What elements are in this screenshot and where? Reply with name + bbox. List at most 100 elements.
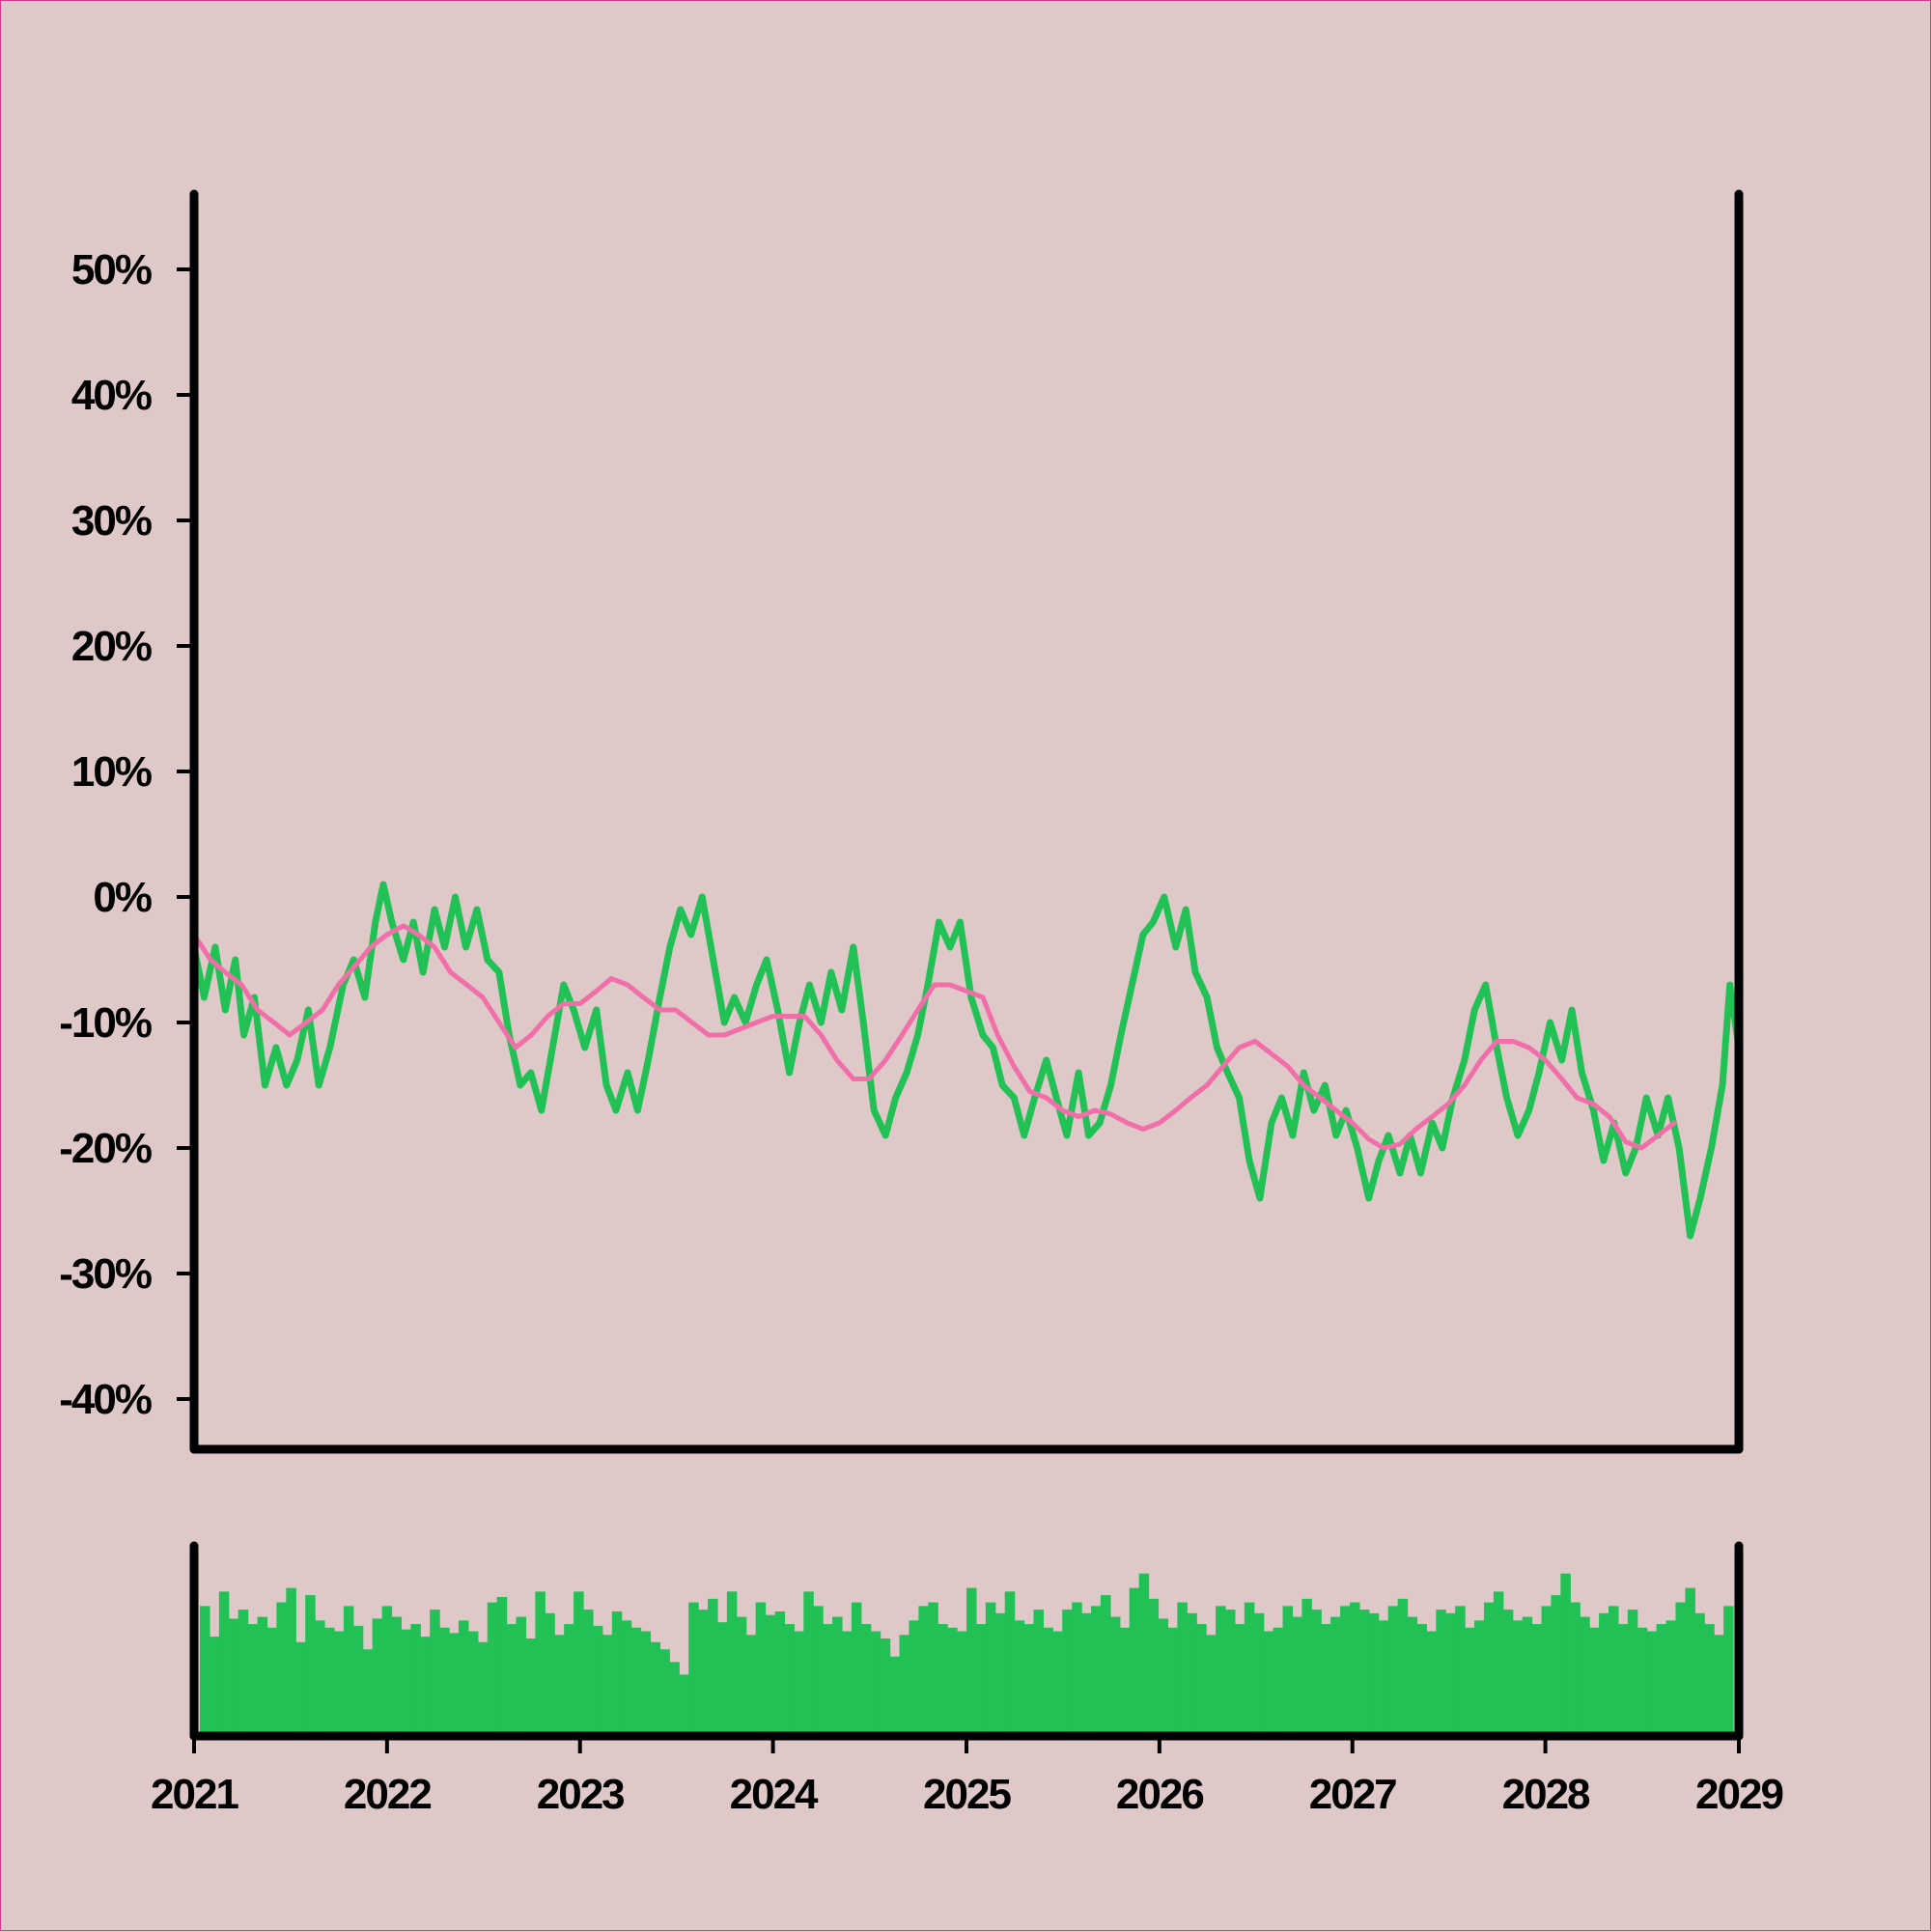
volume-bar <box>1637 1627 1648 1736</box>
volume-bar <box>1301 1598 1312 1736</box>
volume-bar <box>1580 1616 1590 1736</box>
y-tick-label: -10% <box>59 999 152 1047</box>
volume-bar <box>1273 1627 1284 1736</box>
volume-bar <box>1004 1591 1016 1736</box>
volume-bar <box>669 1662 680 1736</box>
volume-bar <box>774 1610 786 1736</box>
volume-bar <box>1599 1612 1609 1736</box>
volume-bar <box>209 1637 220 1736</box>
x-tick-label: 2024 <box>730 1771 819 1818</box>
volume-bar <box>1206 1635 1217 1736</box>
volume-bar <box>315 1620 325 1736</box>
volume-bar <box>1714 1635 1724 1736</box>
volume-bar <box>525 1638 536 1736</box>
volume-bar <box>1551 1595 1561 1736</box>
volume-bar <box>1014 1620 1025 1736</box>
volume-bar <box>228 1618 239 1736</box>
volume-bar <box>1043 1627 1053 1736</box>
volume-bar <box>1023 1624 1035 1736</box>
x-tick-label: 2023 <box>537 1771 624 1818</box>
volume-bar <box>794 1631 804 1736</box>
volume-bar <box>1292 1616 1302 1736</box>
volume-bar <box>343 1606 354 1736</box>
price-lines <box>190 881 1743 1240</box>
volume-bar <box>745 1635 757 1736</box>
volume-bar <box>564 1624 574 1736</box>
volume-bar <box>1321 1624 1331 1736</box>
price-line <box>190 881 1743 1240</box>
volume-bar <box>1378 1620 1389 1736</box>
volume-bar <box>1455 1606 1466 1736</box>
volume-bar <box>1091 1606 1102 1736</box>
y-tick-label: -20% <box>59 1125 152 1172</box>
volume-bar <box>1129 1587 1140 1736</box>
volume-bar <box>1158 1618 1169 1736</box>
y-tick-label: -30% <box>59 1250 152 1298</box>
volume-bar <box>1522 1616 1533 1736</box>
volume-bar <box>1368 1612 1380 1736</box>
volume-bar <box>554 1635 565 1736</box>
y-tick-label: 50% <box>71 246 152 294</box>
volume-bar <box>401 1629 411 1736</box>
volume-bar <box>1723 1606 1734 1736</box>
volume-bar <box>985 1602 996 1736</box>
volume-bar <box>1138 1573 1150 1736</box>
volume-bar <box>266 1627 277 1736</box>
volume-bar <box>1502 1610 1514 1736</box>
volume-bar <box>218 1591 230 1736</box>
volume-bar <box>1656 1624 1667 1736</box>
volume-bar <box>1617 1624 1629 1736</box>
volume-bar <box>1062 1610 1073 1736</box>
volume-bar <box>516 1616 527 1736</box>
volume-bar <box>1253 1612 1265 1736</box>
volume-bar <box>1109 1616 1121 1736</box>
volume-bar <box>1465 1627 1475 1736</box>
volume-bar <box>410 1624 421 1736</box>
x-axis: 2021 2022 2023 2024 2025 2026 2027 2028 2029 <box>151 1736 1784 1818</box>
volume-bar <box>1081 1612 1092 1736</box>
volume-bar <box>535 1591 546 1736</box>
volume-bar <box>372 1618 383 1736</box>
volume-bar <box>305 1595 316 1736</box>
volume-bar <box>1685 1587 1695 1736</box>
x-tick-label: 2028 <box>1502 1771 1590 1818</box>
volume-bar <box>1282 1606 1294 1736</box>
y-tick-label: -40% <box>59 1376 152 1423</box>
volume-bar <box>430 1610 440 1736</box>
volume-bar <box>726 1591 738 1736</box>
volume-bar <box>1589 1627 1600 1736</box>
volume-bar <box>545 1612 555 1736</box>
volume-bar <box>1350 1602 1360 1736</box>
x-tick-label: 2025 <box>923 1771 1011 1818</box>
volume-bar <box>708 1598 718 1736</box>
volume-bar <box>650 1641 660 1736</box>
volume-bars <box>200 1573 1734 1736</box>
volume-bar <box>1330 1616 1341 1736</box>
volume-bar <box>1196 1624 1207 1736</box>
volume-bar <box>1234 1624 1245 1736</box>
y-tick-label: 40% <box>71 372 152 419</box>
volume-bar <box>1436 1610 1446 1736</box>
volume-bar <box>851 1602 862 1736</box>
volume-bar <box>286 1587 296 1736</box>
volume-bar <box>477 1641 489 1736</box>
volume-bar <box>1608 1606 1619 1736</box>
volume-bar <box>200 1606 210 1736</box>
volume-bar <box>1387 1606 1399 1736</box>
volume-bar <box>458 1620 469 1736</box>
volume-bar <box>841 1631 853 1736</box>
volume-bar <box>679 1674 689 1736</box>
volume-bar <box>1426 1631 1437 1736</box>
volume-bar <box>899 1635 910 1736</box>
volume-bar <box>938 1624 948 1736</box>
volume-bar <box>1340 1606 1351 1736</box>
volume-bar <box>1445 1612 1456 1736</box>
volume-bar <box>574 1591 584 1736</box>
volume-bar <box>947 1627 958 1736</box>
y-tick-label: 30% <box>71 497 152 545</box>
volume-bar <box>832 1616 843 1736</box>
volume-bar <box>1119 1627 1131 1736</box>
x-tick-label: 2027 <box>1309 1771 1396 1818</box>
volume-bar <box>1646 1631 1658 1736</box>
